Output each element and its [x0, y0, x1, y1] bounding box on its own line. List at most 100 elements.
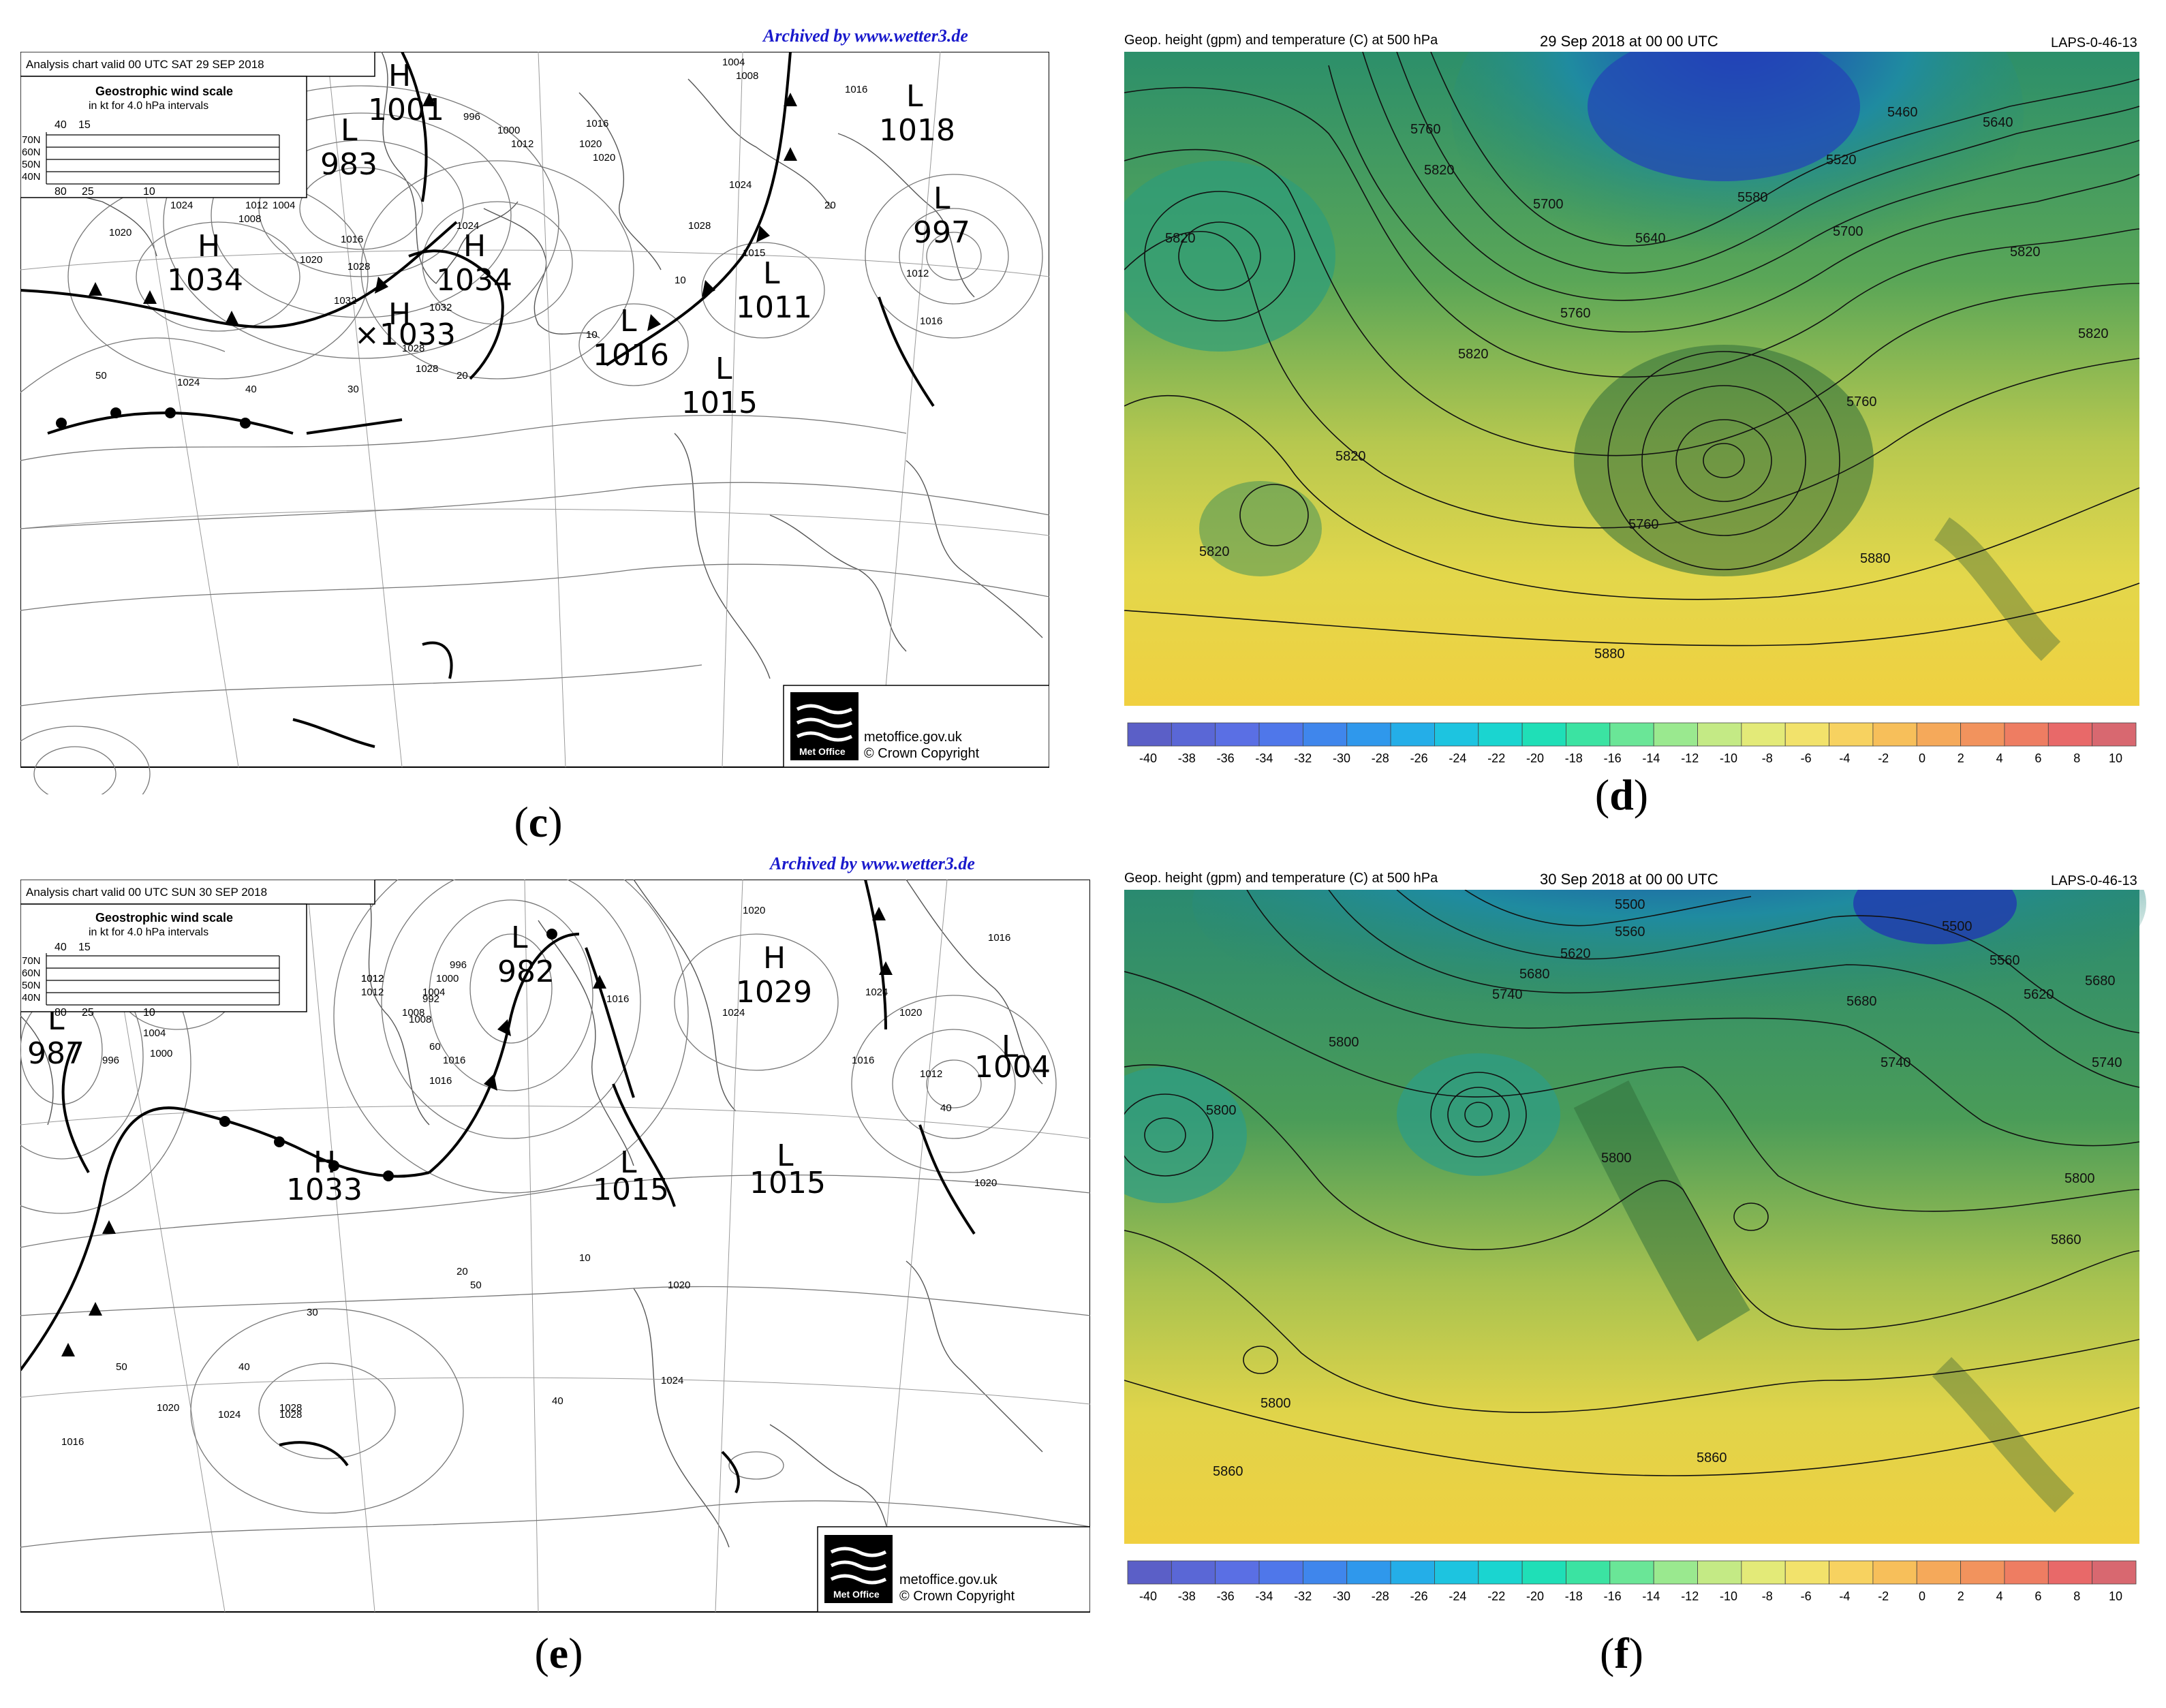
archived-credit: Archived by www.wetter3.de — [763, 26, 968, 46]
center-label: 1001 — [368, 93, 444, 127]
colorbar-swatch — [1916, 1560, 1962, 1585]
svg-text:25: 25 — [82, 186, 94, 198]
svg-text:1024: 1024 — [865, 987, 888, 998]
svg-text:1020: 1020 — [743, 905, 765, 916]
svg-text:1012: 1012 — [906, 268, 929, 279]
svg-text:40: 40 — [55, 942, 67, 953]
colorbar-swatch — [1609, 1560, 1654, 1585]
center-label: L — [906, 79, 923, 114]
svg-text:Analysis chart valid 00 UTC S: Analysis chart valid 00 UTC SUN 30 SEP 2… — [26, 886, 267, 899]
colorbar-tick-label: -2 — [1878, 1589, 1889, 1603]
svg-text:50N: 50N — [22, 159, 41, 170]
svg-text:5800: 5800 — [1206, 1103, 1237, 1118]
pressure-centers: H 1001 L 983 L 1018 L 997 H 1034 H 1034 … — [167, 59, 970, 420]
svg-text:1033: 1033 — [286, 1173, 362, 1207]
panel-e-surface-analysis: Archived by www.wetter3.de — [20, 854, 1090, 1693]
colorbar-swatch — [1653, 1560, 1698, 1585]
svg-text:1016: 1016 — [845, 84, 867, 95]
colorbar-tick-label: 0 — [1919, 1589, 1925, 1603]
svg-text:5620: 5620 — [2024, 987, 2054, 1002]
height-temp-map-f: 5500 5500 5560 5560 5620 5620 5680 5680 … — [1124, 890, 2146, 1603]
colorbar-tick-label: 0 — [1919, 751, 1925, 765]
colorbar-tick-label: -14 — [1642, 751, 1660, 765]
panel-c-surface-analysis: Archived by www.wetter3.de — [20, 26, 1049, 846]
fronts — [20, 880, 976, 1493]
svg-text:5860: 5860 — [1697, 1450, 1727, 1465]
svg-text:5800: 5800 — [2064, 1171, 2095, 1186]
svg-text:40: 40 — [940, 1102, 952, 1114]
svg-text:5460: 5460 — [1887, 105, 1918, 120]
colorbar-tick-label: -14 — [1642, 1589, 1660, 1603]
chart-header: Analysis chart valid 00 UTC SUN 30 SEP 2… — [20, 880, 375, 1019]
title-left: Geop. height (gpm) and temperature (C) a… — [1124, 871, 1438, 886]
svg-text:5500: 5500 — [1615, 897, 1645, 912]
contour-labels: 5500 5500 5560 5560 5620 5620 5680 5680 … — [1206, 897, 2122, 1479]
svg-text:5800: 5800 — [1601, 1151, 1632, 1166]
svg-text:70N: 70N — [22, 955, 41, 967]
archived-credit: Archived by www.wetter3.de — [770, 854, 975, 873]
colorbar-swatch — [2004, 722, 2049, 747]
svg-text:1016: 1016 — [341, 234, 363, 245]
svg-text:1032: 1032 — [429, 302, 452, 313]
svg-text:1008: 1008 — [736, 70, 758, 82]
svg-text:1000: 1000 — [436, 973, 459, 984]
svg-text:5500: 5500 — [1942, 919, 1972, 934]
svg-text:40N: 40N — [22, 992, 41, 1004]
colorbar-swatch — [1784, 1560, 1829, 1585]
svg-text:40N: 40N — [22, 171, 41, 183]
colorbar-swatch — [1960, 1560, 2005, 1585]
colorbar-tick-label: 6 — [2035, 1589, 2041, 1603]
colorbar-swatch — [1829, 722, 1874, 747]
svg-text:1015: 1015 — [743, 247, 765, 259]
svg-text:10: 10 — [143, 1007, 155, 1019]
svg-text:1020: 1020 — [579, 138, 602, 150]
colorbar — [1127, 1560, 2137, 1585]
svg-text:20: 20 — [457, 370, 468, 382]
svg-text:© Crown Copyright: © Crown Copyright — [864, 746, 980, 761]
colorbar-swatch — [1302, 1560, 1348, 1585]
colorbar-tick-label: -18 — [1565, 751, 1583, 765]
svg-text:5860: 5860 — [2051, 1232, 2082, 1247]
svg-text:1028: 1028 — [688, 220, 711, 232]
svg-text:1004: 1004 — [422, 987, 445, 998]
colorbar-tick-label: 2 — [1958, 1589, 1964, 1603]
center-label: 1011 — [736, 290, 812, 325]
graticule — [20, 880, 1090, 1613]
front-symbols — [56, 93, 797, 429]
colorbar-tick-label: 8 — [2073, 751, 2080, 765]
colorbar-tick-label: -12 — [1681, 1589, 1699, 1603]
colorbar-tick-label: -12 — [1681, 751, 1699, 765]
svg-text:1012: 1012 — [361, 987, 384, 998]
height-contours — [1124, 890, 2140, 1476]
center-label: 1034 — [167, 263, 243, 298]
svg-text:1000: 1000 — [150, 1048, 172, 1059]
svg-text:5760: 5760 — [1410, 122, 1441, 137]
panel-d-500hpa: Geop. height (gpm) and temperature (C) a… — [1117, 27, 2146, 824]
colorbar-swatch — [1434, 1560, 1479, 1585]
svg-text:20: 20 — [457, 1266, 468, 1277]
colorbar-swatch — [2004, 1560, 2049, 1585]
svg-text:Geostrophic wind scale: Geostrophic wind scale — [95, 911, 233, 925]
svg-text:80: 80 — [55, 1007, 67, 1019]
svg-text:5760: 5760 — [1628, 517, 1659, 532]
colorbar-tick-label: -2 — [1878, 751, 1889, 765]
panel-f-500hpa: Geop. height (gpm) and temperature (C) a… — [1117, 865, 2146, 1696]
svg-text:1016: 1016 — [606, 993, 629, 1005]
front-symbols — [61, 907, 893, 1356]
caption-d: (d) — [1594, 771, 1649, 819]
svg-text:1015: 1015 — [749, 1166, 826, 1200]
isobars — [20, 78, 1049, 794]
svg-text:H: H — [763, 941, 786, 976]
svg-text:5560: 5560 — [1615, 925, 1645, 940]
colorbar-swatch — [1215, 1560, 1260, 1585]
svg-text:5760: 5760 — [1560, 306, 1591, 321]
colorbar-swatch — [1346, 722, 1391, 747]
svg-text:1024: 1024 — [661, 1375, 683, 1386]
colorbar-swatch — [1916, 722, 1962, 747]
svg-text:1028: 1028 — [279, 1409, 302, 1420]
svg-text:987: 987 — [27, 1036, 84, 1071]
colorbar-swatch — [1566, 1560, 1611, 1585]
center-label: 1016 — [593, 338, 669, 373]
colorbar-swatch — [1609, 722, 1654, 747]
colorbar-swatch — [1829, 1560, 1874, 1585]
